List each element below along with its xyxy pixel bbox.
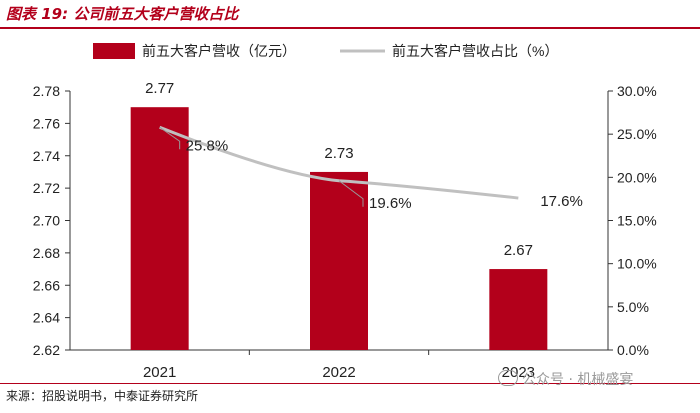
line-value-label: 17.6% <box>540 193 583 210</box>
left-tick-label: 2.72 <box>33 180 60 196</box>
title-divider <box>0 27 700 29</box>
bar-value-label: 2.77 <box>145 80 174 97</box>
right-axis-ticks: 0.0% 5.0% 10.0% 15.0% 20.0% 25.0% 30.0% <box>608 83 657 358</box>
bar-line-chart: 前五大客户营收（亿元） 前五大客户营收占比（%） 2.622.642.662.6… <box>33 43 657 381</box>
legend-bar-label: 前五大客户营收（亿元） <box>142 43 296 59</box>
left-tick-label: 2.70 <box>33 213 60 229</box>
right-tick-label: 20.0% <box>617 169 657 185</box>
bar-2021 <box>130 107 189 350</box>
bar-value-label: 2.67 <box>504 242 533 259</box>
right-tick-label: 15.0% <box>617 213 657 229</box>
x-tick-label: 2022 <box>322 364 355 381</box>
left-axis-ticks: 2.62 2.64 2.66 2.68 2.70 2.72 2.74 2.76 2.78 <box>33 83 70 358</box>
left-tick-label: 2.76 <box>33 115 60 131</box>
right-tick-label: 10.0% <box>617 256 657 272</box>
bars: 2.77 2.73 2.67 <box>130 80 548 350</box>
left-tick-label: 2.74 <box>33 148 60 164</box>
footer-divider <box>0 383 700 384</box>
legend-line-label: 前五大客户营收占比（%） <box>392 43 558 59</box>
left-tick-label: 2.62 <box>33 342 60 358</box>
x-tick-label: 2023 <box>502 364 535 381</box>
figure-title: 图表 19: 公司前五大客户营收占比 <box>6 5 239 23</box>
title-bar: 图表 19: 公司前五大客户营收占比 <box>0 0 700 26</box>
line-label-leader <box>338 180 364 207</box>
legend-bar-swatch <box>93 43 135 59</box>
x-axis-ticks: 2021 2022 2023 <box>143 350 535 381</box>
source-note: 来源：招股说明书，中泰证券研究所 <box>6 389 199 403</box>
legend: 前五大客户营收（亿元） 前五大客户营收占比（%） <box>93 43 558 59</box>
left-tick-label: 2.66 <box>33 277 60 293</box>
bar-value-label: 2.73 <box>324 145 353 162</box>
watermark: 公众号 · 机械盛宴 <box>498 369 633 389</box>
line-value-label: 25.8% <box>186 137 229 154</box>
left-tick-label: 2.78 <box>33 83 60 99</box>
ratio-line-series: 25.8% 19.6% 17.6% <box>159 125 583 212</box>
left-tick-label: 2.64 <box>33 310 60 326</box>
right-tick-label: 30.0% <box>617 83 657 99</box>
line-value-label: 19.6% <box>369 195 412 212</box>
bar-2022 <box>310 171 368 350</box>
line-label-leader <box>159 126 181 150</box>
right-tick-label: 5.0% <box>617 299 649 315</box>
right-tick-label: 0.0% <box>617 342 649 358</box>
wechat-icon <box>498 370 518 386</box>
watermark-text: 公众号 · 机械盛宴 <box>522 372 634 388</box>
bar-2023 <box>489 269 548 350</box>
x-tick-label: 2021 <box>143 364 176 381</box>
left-tick-label: 2.68 <box>33 245 60 261</box>
right-tick-label: 25.0% <box>617 126 657 142</box>
